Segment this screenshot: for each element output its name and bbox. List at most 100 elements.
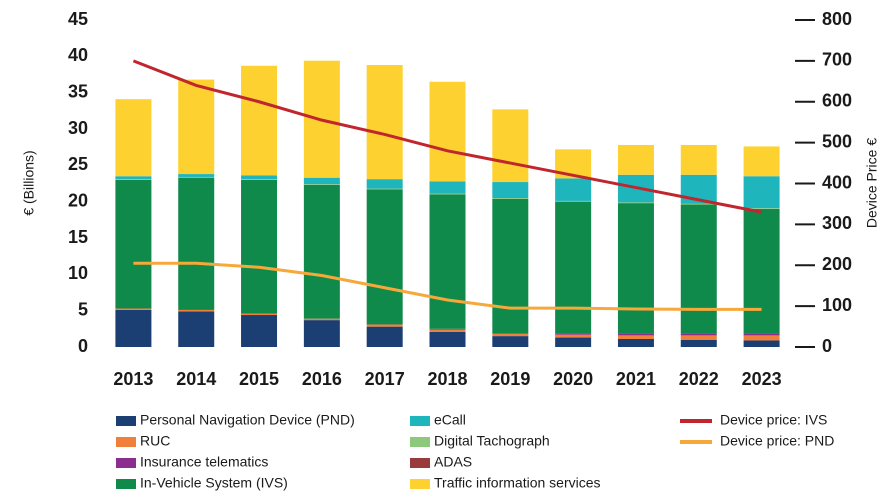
- y2-tick-label: 700: [822, 50, 852, 70]
- bar-segment: [303, 184, 340, 185]
- bar-segment: [680, 333, 717, 336]
- y-tick-label: 10: [68, 263, 88, 283]
- bar-segment: [303, 320, 340, 347]
- bar-segment: [241, 315, 278, 347]
- bar-segment: [743, 176, 780, 209]
- x-tick-label: 2017: [365, 369, 405, 389]
- legend-label: Traffic information services: [434, 475, 601, 491]
- bar-segment: [617, 144, 654, 175]
- bar-segment: [492, 336, 529, 347]
- bar-segment: [743, 146, 780, 177]
- bar-segment: [429, 181, 466, 194]
- bar-segment: [241, 313, 278, 316]
- bar-segment: [178, 309, 215, 312]
- bar-segment: [115, 308, 152, 310]
- bar-segment: [492, 333, 529, 334]
- y-tick-label: 15: [68, 227, 88, 247]
- legend-label: ADAS: [434, 454, 472, 470]
- bar-segment: [743, 335, 780, 341]
- legend-label: Device price: IVS: [720, 412, 827, 428]
- bar-segment: [680, 144, 717, 175]
- bar-segment: [555, 201, 592, 334]
- price-line: [132, 59, 762, 214]
- bar-segment: [492, 198, 529, 199]
- y-tick-label: 5: [78, 299, 88, 319]
- bar-segment: [115, 176, 152, 180]
- y-tick-label: 20: [68, 190, 88, 210]
- y2-tick-label: 800: [822, 9, 852, 29]
- bar-segment: [303, 184, 340, 319]
- bar-segment: [366, 65, 403, 180]
- y-tick-label: 30: [68, 118, 88, 138]
- y2-axis-label: Device Price €: [864, 138, 880, 228]
- bar-segment: [366, 179, 403, 189]
- bar-segment: [680, 339, 717, 347]
- bar-segment: [492, 333, 529, 337]
- y2-tick-label: 200: [822, 254, 852, 274]
- bar-segment: [303, 177, 340, 185]
- bar-segment: [555, 334, 592, 338]
- y2-tick-label: 600: [822, 91, 852, 111]
- bar-segment: [241, 175, 278, 180]
- bar-segment: [555, 200, 592, 202]
- bar-segment: [178, 176, 215, 178]
- bar-segment: [492, 182, 529, 199]
- bar-segment: [241, 179, 278, 314]
- legend-label: Digital Tachograph: [434, 433, 550, 449]
- bar-segment: [115, 179, 152, 180]
- bar-segment: [555, 178, 592, 201]
- price-line: [133, 261, 762, 311]
- bar-segment: [743, 208, 780, 209]
- legend-label: Insurance telematics: [140, 454, 268, 470]
- y2-tick-label: 300: [822, 213, 852, 233]
- bar-segment: [178, 311, 215, 347]
- y-tick-label: 45: [68, 9, 88, 29]
- bar-segment: [178, 177, 215, 310]
- bar-segment: [303, 318, 340, 321]
- bar-segment: [617, 203, 654, 334]
- legend-swatch: [116, 458, 136, 468]
- x-tick-label: 2019: [490, 369, 530, 389]
- bar-segment: [366, 188, 403, 190]
- legend-swatch: [410, 479, 430, 489]
- x-tick-label: 2015: [239, 369, 279, 389]
- x-tick-label: 2023: [742, 369, 782, 389]
- y2-tick-label: 100: [822, 295, 852, 315]
- bar-segment: [617, 333, 654, 336]
- y-tick-label: 0: [78, 336, 88, 356]
- bar-segment: [366, 326, 403, 347]
- legend-swatch: [116, 479, 136, 489]
- bar-segment: [115, 179, 152, 309]
- x-tick-label: 2013: [113, 369, 153, 389]
- legend-swatch: [410, 437, 430, 447]
- y-axis-label: € (Billions): [21, 150, 37, 215]
- legend-label: Personal Navigation Device (PND): [140, 412, 355, 428]
- bar-segment: [617, 339, 654, 347]
- x-tick-label: 2022: [679, 369, 719, 389]
- bar-segment: [680, 203, 717, 205]
- bar-segment: [429, 329, 466, 332]
- bar-segment: [555, 337, 592, 347]
- y2-tick-label: 400: [822, 172, 852, 192]
- bar-segment: [743, 208, 780, 334]
- legend-label: In-Vehicle System (IVS): [140, 475, 288, 491]
- bar-segment: [680, 335, 717, 340]
- bar-segment: [492, 198, 529, 334]
- bar-segment: [429, 194, 466, 329]
- bar-segment: [617, 202, 654, 204]
- bar-segment: [743, 333, 780, 336]
- legend-swatch: [116, 416, 136, 426]
- bar-segment: [555, 333, 592, 335]
- y2-tick-label: 500: [822, 131, 852, 151]
- legend-label: eCall: [434, 412, 466, 428]
- bar-segment: [617, 335, 654, 340]
- bar-segment: [241, 65, 278, 176]
- x-tick-label: 2020: [553, 369, 593, 389]
- x-tick-label: 2021: [616, 369, 656, 389]
- bar-segment: [115, 99, 152, 177]
- bar-segment: [115, 309, 152, 347]
- bar-segment: [178, 79, 215, 175]
- legend-swatch: [410, 458, 430, 468]
- legend-label: Device price: PND: [720, 433, 834, 449]
